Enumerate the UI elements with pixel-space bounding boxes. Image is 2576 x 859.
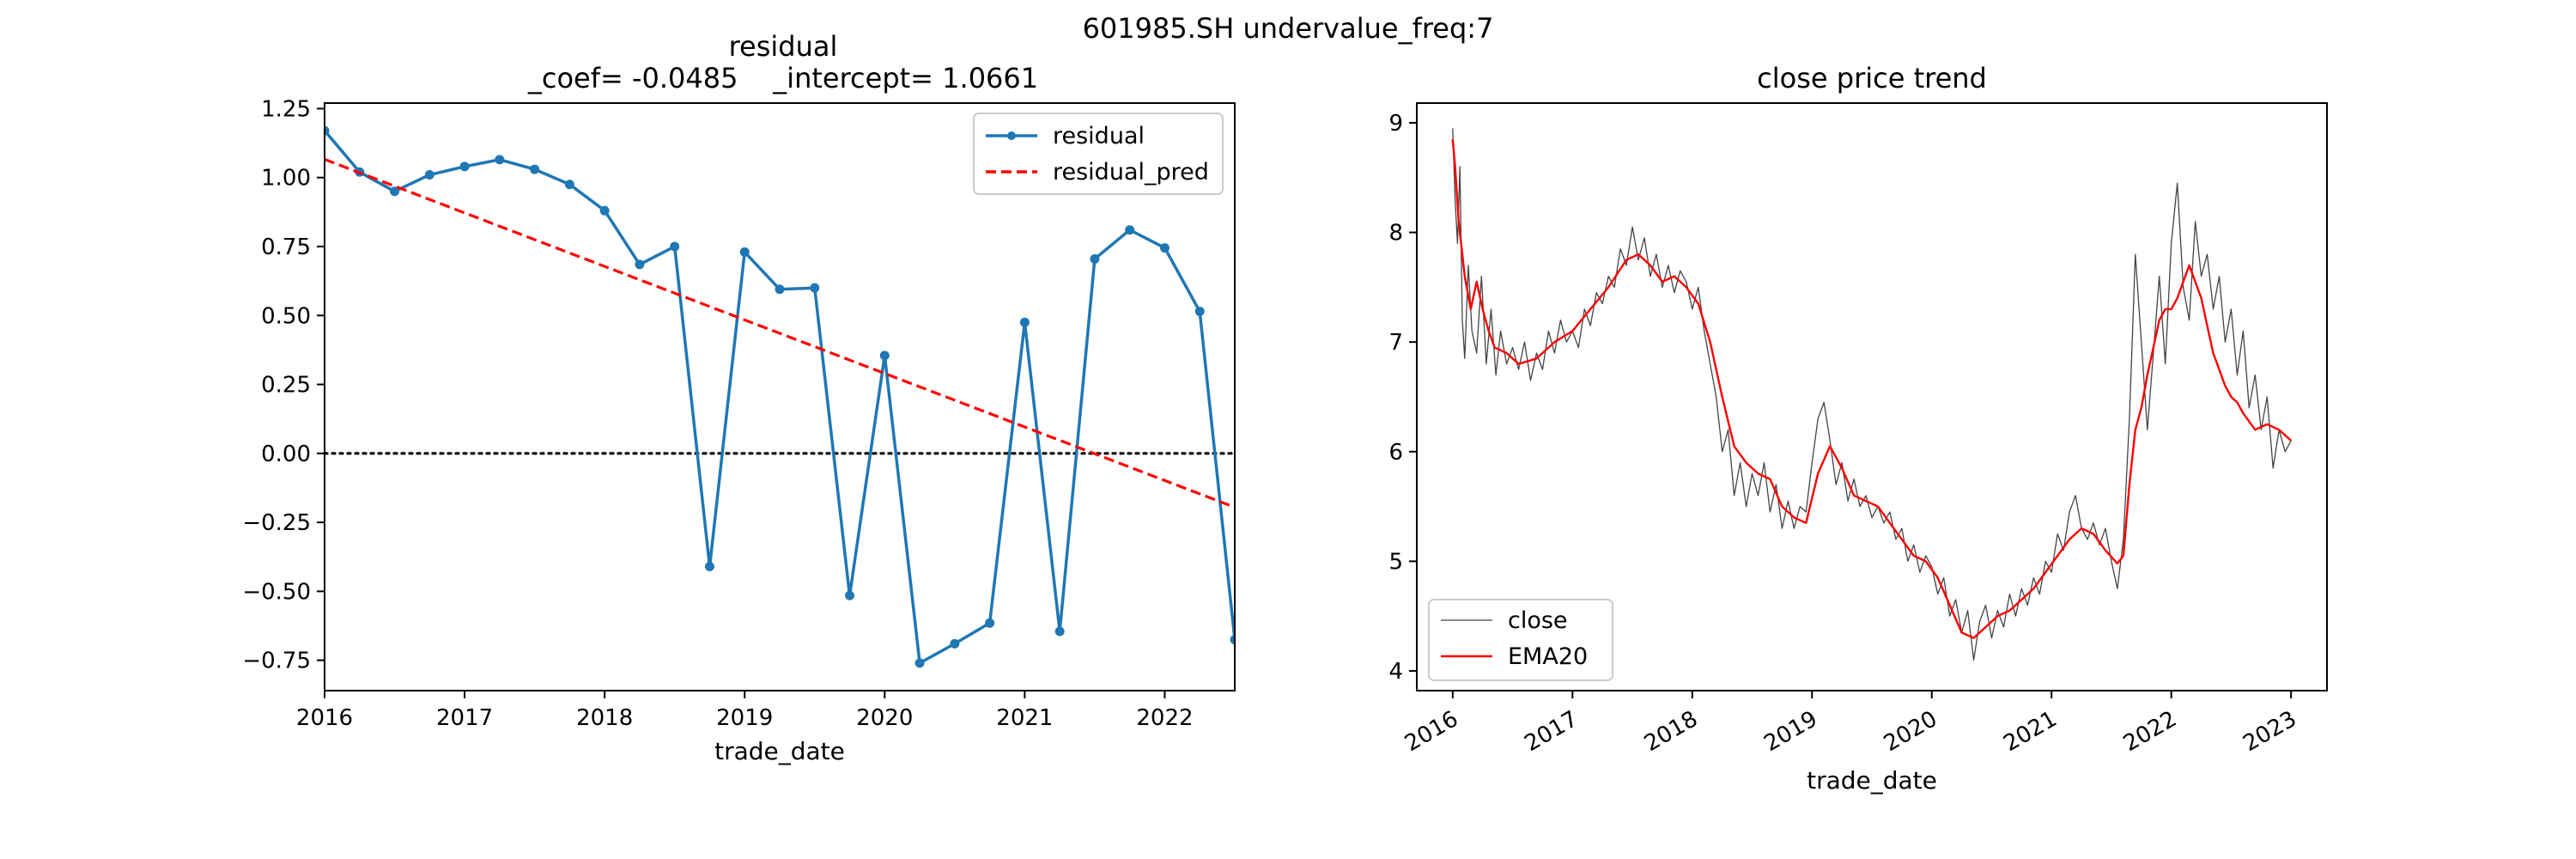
residual-chart-title: residual	[729, 30, 838, 63]
y-tick-label: 7	[1388, 330, 1403, 356]
residual-point	[914, 658, 925, 668]
x-tick-label: 2021	[996, 705, 1053, 731]
residual-point	[325, 125, 330, 136]
x-tick-label: 2021	[1999, 706, 2061, 757]
residual-point	[635, 259, 645, 270]
x-tick-label: 2017	[436, 705, 493, 731]
y-tick-label: 0.75	[261, 235, 311, 260]
residual-legend-marker	[1007, 131, 1016, 140]
x-tick-label: 2016	[296, 705, 353, 731]
plot-area	[325, 125, 1235, 668]
residual-x-axis: 2016 2017 2018 2019 2020 2021 2022	[296, 691, 1194, 731]
residual-point	[530, 164, 540, 174]
residual-point	[704, 561, 714, 571]
residual-point	[1090, 253, 1100, 264]
close-price-chart: close price trend 2016 2017 2018 2019 2020 20…	[1388, 62, 2328, 795]
residual-series-layer	[323, 125, 1236, 668]
x-tick-label: 2023	[2239, 706, 2300, 757]
close-price-plot-frame	[1416, 102, 2328, 691]
residual-x-axis-label: trade_date	[714, 737, 845, 765]
y-tick-label: 1.25	[261, 96, 311, 122]
x-tick-label: 2022	[1136, 705, 1193, 731]
residual-point	[879, 350, 890, 361]
close-price-x-axis: 2016 2017 2018 2019 2020 2021 2022 2023	[1400, 691, 2301, 757]
x-tick-label: 2018	[1640, 706, 1702, 757]
residual-legend-label: residual	[1053, 123, 1145, 149]
y-tick-label: 9	[1388, 111, 1403, 137]
residual-legend-box	[973, 113, 1224, 195]
residual-point	[599, 205, 610, 216]
x-tick-label: 2018	[576, 705, 633, 731]
y-tick-label: −0.75	[242, 649, 311, 674]
y-tick-label: 4	[1388, 659, 1403, 685]
close-price-legend: close EMA20	[1428, 599, 1613, 681]
residual-plot-frame	[324, 102, 1236, 691]
x-tick-label: 2016	[1400, 706, 1462, 757]
residual-point	[424, 169, 434, 180]
series-ema20-line	[1451, 138, 2293, 639]
x-tick-label: 2020	[1880, 706, 1941, 757]
residual-point	[1159, 243, 1170, 253]
y-tick-label: 5	[1388, 549, 1403, 575]
residual-point	[845, 590, 855, 600]
close-price-series-layer	[1451, 128, 2293, 661]
series-residual-pred-line	[325, 158, 1235, 509]
y-tick-label: 8	[1388, 221, 1403, 247]
y-tick-label: 0.25	[261, 373, 311, 399]
y-tick-label: 0.50	[261, 303, 311, 329]
residual-chart-subtitle: _coef= -0.0485 _intercept= 1.0661	[527, 62, 1038, 94]
residual-point	[495, 155, 505, 165]
x-tick-label: 2017	[1521, 706, 1583, 757]
ema20-legend-label: EMA20	[1508, 643, 1588, 670]
x-tick-label: 2019	[1759, 706, 1821, 757]
series-close-line	[1452, 128, 2292, 661]
figure-suptitle: 601985.SH undervalue_freq:7	[1083, 12, 1494, 45]
residual-y-axis: −0.75 −0.50 −0.25 0.00 0.25 0.50 0.75 1.00 1.25	[242, 96, 325, 674]
residual-point	[390, 186, 400, 197]
y-tick-label: 0.00	[261, 442, 311, 467]
residual-point	[1019, 317, 1030, 327]
y-tick-label: −0.25	[242, 510, 311, 536]
y-tick-label: −0.50	[242, 579, 311, 605]
residual-point	[459, 161, 470, 172]
residual-legend: residual residual_pred	[973, 113, 1224, 195]
residual-point	[1125, 225, 1135, 235]
close-price-chart-title: close price trend	[1757, 62, 1987, 94]
close-legend-label: close	[1508, 607, 1568, 634]
residual-point	[950, 638, 960, 649]
residual-point	[739, 247, 750, 257]
residual-point	[810, 283, 820, 293]
residual-point	[775, 284, 785, 295]
x-tick-label: 2020	[856, 705, 913, 731]
residual-point	[1054, 626, 1065, 637]
residual-pred-legend-label: residual_pred	[1053, 159, 1209, 186]
residual-point	[564, 180, 574, 190]
residual-point	[670, 241, 680, 252]
close-price-y-axis: 4 5 6 7 8 9	[1388, 111, 1417, 685]
plot-area	[1451, 128, 2293, 661]
y-tick-label: 1.00	[261, 166, 311, 192]
close-price-x-axis-label: trade_date	[1807, 766, 1937, 795]
residual-point	[1230, 635, 1235, 645]
residual-chart: residual _coef= -0.0485 _intercept= 1.06…	[242, 30, 1236, 765]
y-tick-label: 6	[1388, 440, 1403, 466]
x-tick-label: 2022	[2119, 706, 2181, 757]
residual-point	[985, 618, 995, 628]
x-tick-label: 2019	[716, 705, 773, 731]
residual-point	[1194, 306, 1205, 316]
